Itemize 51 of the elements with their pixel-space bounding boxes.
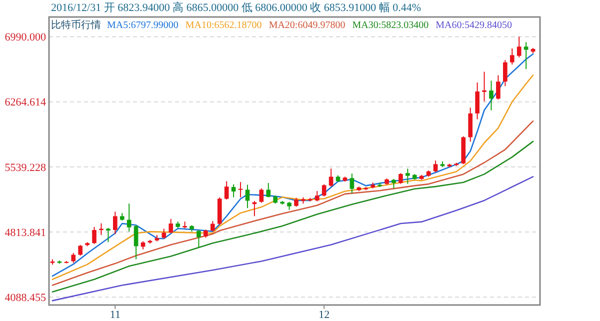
candlestick (106, 227, 110, 243)
candlestick (78, 244, 82, 256)
text: MA30:5823.03400 (352, 20, 429, 31)
candlestick (99, 222, 104, 236)
candlestick (162, 228, 166, 240)
chart-title: 比特币行情 (51, 19, 101, 31)
line-series (52, 120, 534, 286)
y-tick-label: 6990.000 (4, 32, 46, 44)
candlestick (322, 184, 326, 197)
candlestick (475, 82, 480, 120)
line-series (52, 140, 534, 293)
candlestick (231, 184, 236, 198)
candlestick (510, 48, 514, 66)
text: MA20:6049.97800 (268, 20, 346, 31)
candlestick (168, 218, 174, 234)
candlestick (259, 188, 264, 204)
candlestick (245, 184, 250, 209)
x-tick-label: 12 (318, 309, 330, 321)
candlestick (482, 71, 486, 102)
candlestick (392, 178, 396, 189)
y-tick-label: 5539.228 (4, 162, 46, 174)
y-tick-label: 6264.614 (4, 96, 46, 109)
x-tick-label: 11 (110, 309, 120, 321)
y-tick-label: 4088.455 (4, 292, 46, 304)
candlestick (496, 74, 500, 100)
candlestick (503, 60, 508, 87)
candlestick (224, 180, 229, 200)
text: 2016/12/31 开 6823.94000 高 6865.00000 低 6806.00000 收 6853.91000 幅 0.44% (51, 1, 422, 14)
candlestick (134, 224, 138, 260)
candlestick (516, 36, 522, 58)
candlestick (398, 172, 403, 184)
candlestick (71, 252, 76, 264)
text: MA10:6562.18700 (185, 20, 262, 31)
candlestick (196, 230, 201, 248)
candlestick (210, 220, 215, 232)
candlestick (314, 190, 320, 202)
y-tick-label: 4813.841 (4, 226, 46, 239)
candlestick (328, 168, 334, 188)
line-series (52, 176, 534, 302)
candlestick (350, 173, 354, 194)
candlestick (489, 80, 494, 111)
text: MA5:6797.99000 (107, 20, 178, 31)
candlestick (433, 160, 438, 173)
candlestick (92, 226, 96, 244)
candlestick (406, 168, 410, 184)
candlestick (238, 182, 243, 198)
candlestick (266, 182, 271, 198)
candlestick (468, 107, 473, 142)
candlestick (113, 211, 118, 235)
text: MA60:5429.84050 (436, 20, 512, 31)
candlestick (126, 203, 132, 232)
